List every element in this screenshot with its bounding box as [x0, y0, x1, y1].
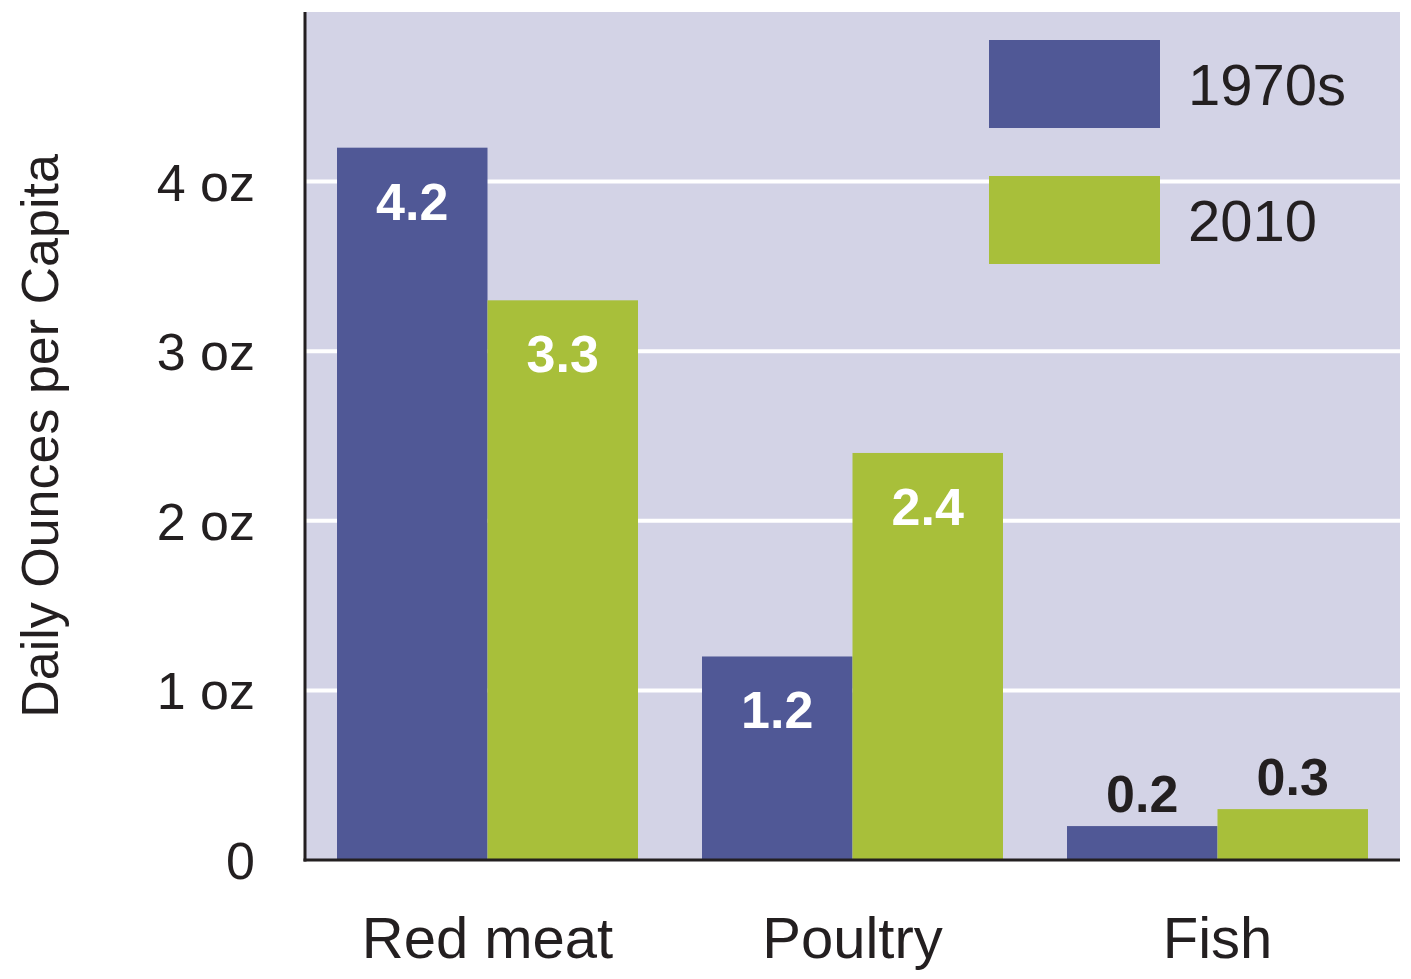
y-axis-line: [304, 12, 307, 862]
bar: [702, 656, 853, 860]
y-tick-label: 0: [226, 832, 255, 890]
bar: [853, 453, 1004, 860]
plot-background: [305, 12, 1400, 860]
chart-svg: 0 1 oz 2 oz 3 oz 4 oz 4.2 1.2 0.2 3.3 2.4 0.3 Red m…: [0, 0, 1411, 979]
data-label: 0.2: [1106, 765, 1178, 823]
bar: [337, 148, 488, 860]
y-axis-label: Daily Ounces per Capita: [11, 154, 69, 718]
y-tick-label: 3 oz: [157, 323, 255, 381]
legend-label: 1970s: [1188, 52, 1346, 117]
y-tick-label: 1 oz: [157, 662, 255, 720]
y-tick-label: 4 oz: [157, 154, 255, 212]
legend-label: 2010: [1188, 188, 1317, 253]
bar: [488, 300, 639, 860]
x-tick-label: Red meat: [362, 905, 613, 970]
data-label: 0.3: [1257, 748, 1329, 806]
data-label: 3.3: [527, 325, 599, 383]
bars: [337, 148, 1368, 860]
data-label: 4.2: [376, 173, 448, 231]
y-tick-label: 2 oz: [157, 493, 255, 551]
data-label: 2.4: [892, 478, 964, 536]
legend-swatch: [989, 176, 1160, 264]
chart-container: 0 1 oz 2 oz 3 oz 4 oz 4.2 1.2 0.2 3.3 2.4 0.3 Red m…: [0, 0, 1411, 979]
x-tick-label: Fish: [1163, 905, 1273, 970]
data-label: 1.2: [741, 681, 813, 739]
bar: [1218, 809, 1369, 860]
x-tick-label: Poultry: [762, 905, 943, 970]
x-axis-line: [304, 859, 1401, 862]
bar: [1067, 826, 1218, 860]
legend-swatch: [989, 40, 1160, 128]
